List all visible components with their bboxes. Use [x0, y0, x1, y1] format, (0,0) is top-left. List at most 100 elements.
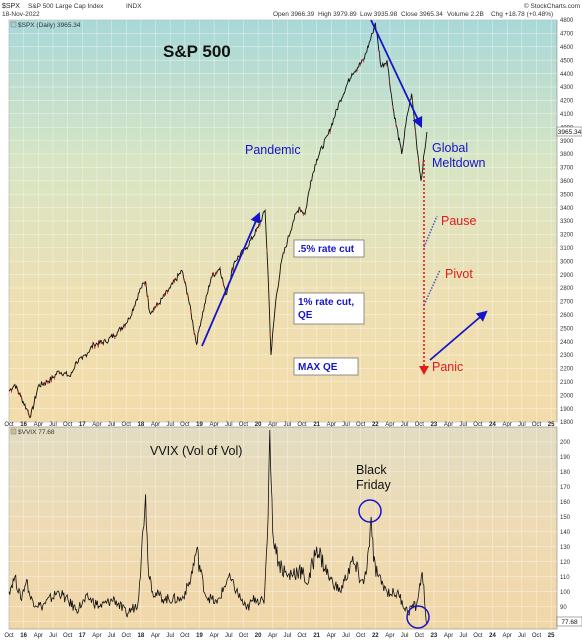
pause-projection-line: [423, 215, 438, 248]
rate-cut-one-label-line1: 1% rate cut,: [298, 297, 354, 308]
x-tick-label: Apr: [268, 422, 277, 428]
x-tick-label: Apr: [209, 422, 218, 428]
x-tick-label: Jul: [49, 633, 57, 639]
x-tick-label: 19: [196, 633, 203, 639]
x-tick-label: 16: [20, 633, 27, 639]
y-tick-label: 3900: [560, 139, 574, 145]
rate-cut-one-label-line2: QE: [298, 310, 313, 321]
x-tick-label: Oct: [415, 422, 425, 428]
exchange-label: INDX: [126, 3, 142, 10]
x-tick-label: Jul: [225, 633, 233, 639]
x-tick-label: Jul: [284, 633, 292, 639]
chart-header: $SPX S&P 500 Large Cap Index INDX 18-Nov…: [2, 2, 580, 18]
x-tick-label: 21: [313, 422, 320, 428]
symbol-label: $SPX: [2, 3, 20, 10]
y-tick-label: 3600: [560, 179, 574, 185]
x-tick-label: Oct: [63, 422, 73, 428]
x-tick-label: Oct: [239, 633, 249, 639]
low-value: Low 3935.98: [360, 11, 398, 18]
y-tick-label: 2100: [560, 380, 574, 386]
x-tick-label: Oct: [415, 633, 425, 639]
y-tick-label: 4800: [560, 18, 574, 24]
x-tick-label: 19: [196, 422, 203, 428]
y-tick-label: 90: [560, 605, 567, 611]
x-tick-label: Oct: [356, 633, 366, 639]
x-tick-label: Oct: [297, 422, 307, 428]
x-tick-label: 23: [431, 422, 438, 428]
x-tick-label: Jul: [49, 422, 57, 428]
x-tick-label: 18: [138, 633, 145, 639]
y-tick-label: 2400: [560, 340, 574, 346]
y-tick-label: 2600: [560, 313, 574, 319]
x-tick-label: Jul: [459, 633, 467, 639]
x-tick-label: 21: [313, 633, 320, 639]
x-tick-label: 20: [255, 633, 262, 639]
x-tick-label: Apr: [151, 633, 160, 639]
x-tick-label: Jul: [401, 633, 409, 639]
y-tick-label: 3200: [560, 233, 574, 239]
x-tick-label: Oct: [356, 422, 366, 428]
y-tick-label: 4300: [560, 85, 574, 91]
x-tick-label: Apr: [503, 422, 512, 428]
x-tick-label: Apr: [268, 633, 277, 639]
x-tick-label: 22: [372, 422, 379, 428]
panic-label: Panic: [432, 360, 463, 374]
y-tick-label: 160: [560, 500, 571, 506]
current-vvix-circle: [406, 605, 430, 629]
recovery-arrow: [429, 310, 488, 361]
y-tick-label: 2900: [560, 273, 574, 279]
y-tick-label: 130: [560, 545, 571, 551]
y-tick-label: 4200: [560, 99, 574, 105]
y-tick-label: 2000: [560, 393, 574, 399]
x-tick-label: Jul: [342, 633, 350, 639]
main-x-axis: Oct 16 Apr Jul Oct 17 Apr Jul Oct 18 Apr Jul Oct 19 Ap…: [4, 422, 555, 428]
vvix-legend-swatch: [10, 428, 17, 435]
x-tick-label: 16: [20, 422, 27, 428]
x-tick-label: 22: [372, 633, 379, 639]
rate-cut-half-callout: .5% rate cut: [293, 239, 365, 258]
main-y-axis: 1800 1900 2000 2100 2200 2300 2400 2500 2600 2700…: [560, 18, 574, 426]
vvix-title: VVIX (Vol of Vol): [150, 444, 242, 458]
vvix-panel: 8090100110120130140150160170180190200 $V…: [8, 426, 582, 630]
x-tick-label: 18: [138, 422, 145, 428]
x-tick-label: Oct: [532, 422, 542, 428]
y-tick-label: 3100: [560, 246, 574, 252]
x-tick-label: Jul: [518, 633, 526, 639]
x-tick-label: Jul: [459, 422, 467, 428]
vvix-plot-area: [8, 426, 558, 630]
y-tick-label: 1800: [560, 420, 574, 426]
y-tick-label: 180: [560, 470, 571, 476]
brand-logo: © StockCharts.com: [524, 2, 580, 10]
last-value-label: 3965.34: [558, 129, 582, 136]
x-tick-label: 25: [548, 422, 555, 428]
x-tick-label: 24: [489, 422, 496, 428]
pivot-label: Pivot: [445, 267, 473, 281]
x-tick-label: Oct: [532, 633, 542, 639]
x-tick-label: Apr: [444, 633, 453, 639]
y-tick-label: 170: [560, 485, 571, 491]
volume-value: Volume 2.2B: [447, 11, 484, 18]
x-tick-label: Apr: [34, 422, 43, 428]
y-tick-label: 4500: [560, 58, 574, 64]
x-tick-label: Oct: [239, 422, 249, 428]
x-tick-label: Oct: [4, 422, 14, 428]
x-tick-label: 23: [431, 633, 438, 639]
x-tick-label: 20: [255, 422, 262, 428]
x-tick-label: Jul: [108, 422, 116, 428]
index-name: S&P 500 Large Cap Index: [28, 3, 104, 10]
x-tick-label: Apr: [327, 633, 336, 639]
y-tick-label: 150: [560, 515, 571, 521]
change-value: Chg +18.78 (+0.48%): [491, 11, 553, 18]
close-value: Close 3965.34: [401, 11, 443, 18]
x-tick-label: Oct: [4, 633, 14, 639]
x-tick-label: Apr: [327, 422, 336, 428]
chart-title-spx: S&P 500: [163, 42, 231, 61]
x-tick-label: Jul: [401, 422, 409, 428]
x-tick-label: Jul: [166, 422, 174, 428]
y-tick-label: 140: [560, 530, 571, 536]
y-tick-label: 100: [560, 590, 571, 596]
y-tick-label: 4400: [560, 72, 574, 78]
y-tick-label: 3300: [560, 219, 574, 225]
global-label: Global: [432, 141, 468, 155]
